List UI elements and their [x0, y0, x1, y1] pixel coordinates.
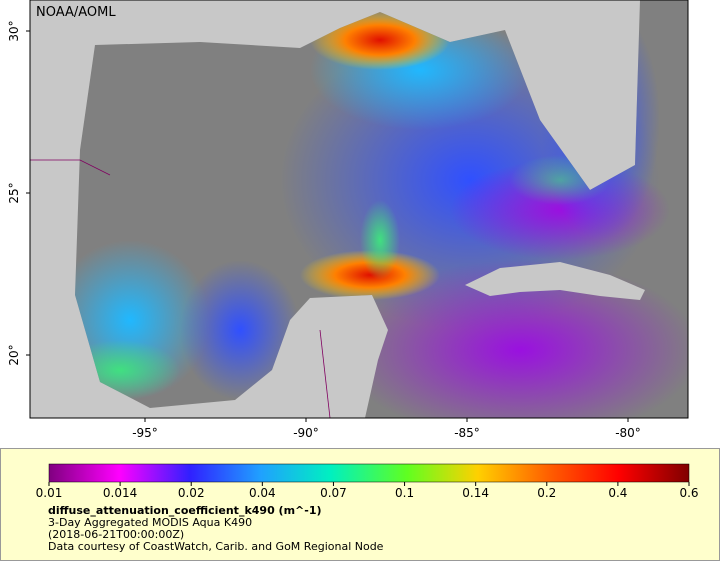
colorbar-tick-label: 0.07 — [320, 486, 347, 499]
colorbar-tick-label: 0.4 — [608, 486, 627, 499]
colorbar: 0.01 0.014 0.02 0.04 0.07 0.1 0.14 0.2 0.4 0.6 — [36, 463, 699, 499]
legend: 0.01 0.014 0.02 0.04 0.07 0.1 0.14 0.2 0.4 0.6 di… — [0, 448, 720, 561]
colorbar-tick-label: 0.02 — [178, 486, 205, 499]
colorbar-tick-label: 0.04 — [249, 486, 276, 499]
colorbar-tick-label: 0.6 — [679, 486, 698, 499]
dataset-title: 3-Day Aggregated MODIS Aqua K490 — [48, 516, 253, 529]
colorbar-tick-label: 0.014 — [103, 486, 137, 499]
lon-tick-label: -80° — [615, 426, 641, 440]
colorbar-tick-label: 0.2 — [537, 486, 556, 499]
credit-label: NOAA/AOML — [36, 5, 116, 20]
lat-tick-label: 20° — [7, 344, 21, 365]
time-label: (2018-06-21T00:00:00Z) — [48, 528, 185, 541]
border — [30, 159, 111, 176]
border — [319, 329, 331, 419]
colorbar-ramp — [48, 463, 690, 483]
lon-tick-label: -90° — [293, 426, 319, 440]
cuba — [465, 262, 645, 300]
map: NOAA/AOML 30° 25° 20° -95° -90° -85° -80° — [7, 0, 689, 440]
colorbar-tick-label: 0.1 — [395, 486, 414, 499]
map-frame — [29, 0, 689, 419]
lon-tick-label: -85° — [454, 426, 480, 440]
courtesy-label: Data courtesy of CoastWatch, Carib. and … — [48, 540, 384, 553]
colorbar-tick-label: 0.14 — [462, 486, 489, 499]
colorbar-tick-label: 0.01 — [36, 486, 63, 499]
lat-tick-label: 30° — [7, 20, 21, 41]
lon-tick-label: -95° — [132, 426, 158, 440]
lat-tick-label: 25° — [7, 182, 21, 203]
variable-title: diffuse_attenuation_coefficient_k490 (m^… — [48, 504, 322, 517]
